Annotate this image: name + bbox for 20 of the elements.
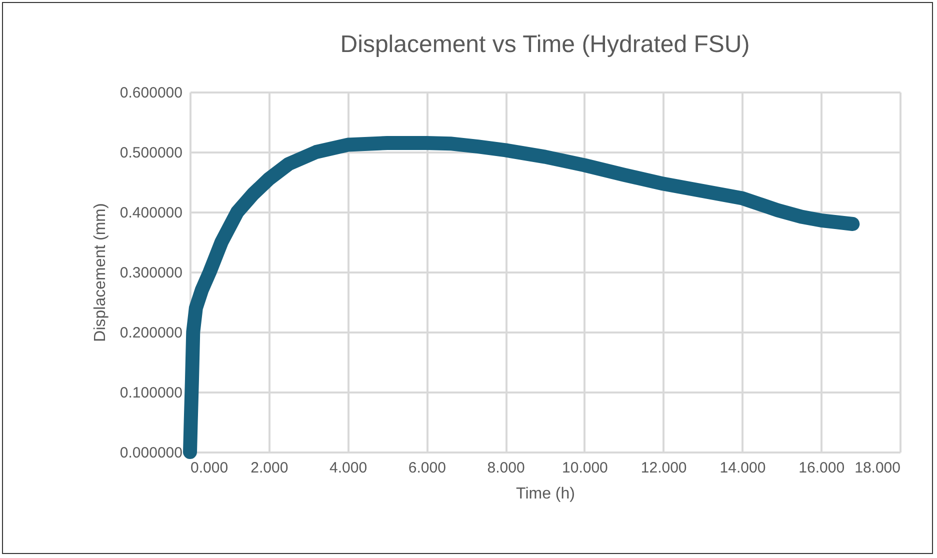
y-tick-label: 0.400000 <box>120 204 182 222</box>
y-tick-label: 0.000000 <box>120 444 182 462</box>
x-tick-label: 16.000 <box>798 460 845 476</box>
chart-title: Displacement vs Time (Hydrated FSU) <box>340 31 750 58</box>
y-tick-label: 0.300000 <box>120 264 182 282</box>
x-tick-label: 18.000 <box>854 460 900 476</box>
y-tick-label: 0.600000 <box>120 84 182 102</box>
x-tick-label: 2.000 <box>250 460 288 476</box>
x-tick-label: 8.000 <box>487 460 525 476</box>
y-tick-label: 0.500000 <box>120 144 182 162</box>
x-axis-title: Time (h) <box>516 486 575 502</box>
y-axis-title: Displacement (mm) <box>92 203 109 342</box>
y-tick-label: 0.200000 <box>120 324 182 342</box>
x-tick-label: 12.000 <box>640 460 687 476</box>
y-tick-label: 0.100000 <box>120 384 182 402</box>
x-tick-label: 14.000 <box>720 460 766 476</box>
x-tick-label: 10.000 <box>562 460 608 476</box>
x-tick-label: 0.000 <box>190 460 228 476</box>
x-tick-label: 4.000 <box>330 460 368 476</box>
x-tick-label: 6.000 <box>408 460 446 476</box>
